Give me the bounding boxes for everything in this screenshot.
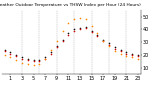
Text: Milwaukee Weather Outdoor Temperature vs THSW Index per Hour (24 Hours): Milwaukee Weather Outdoor Temperature vs… (0, 3, 141, 7)
